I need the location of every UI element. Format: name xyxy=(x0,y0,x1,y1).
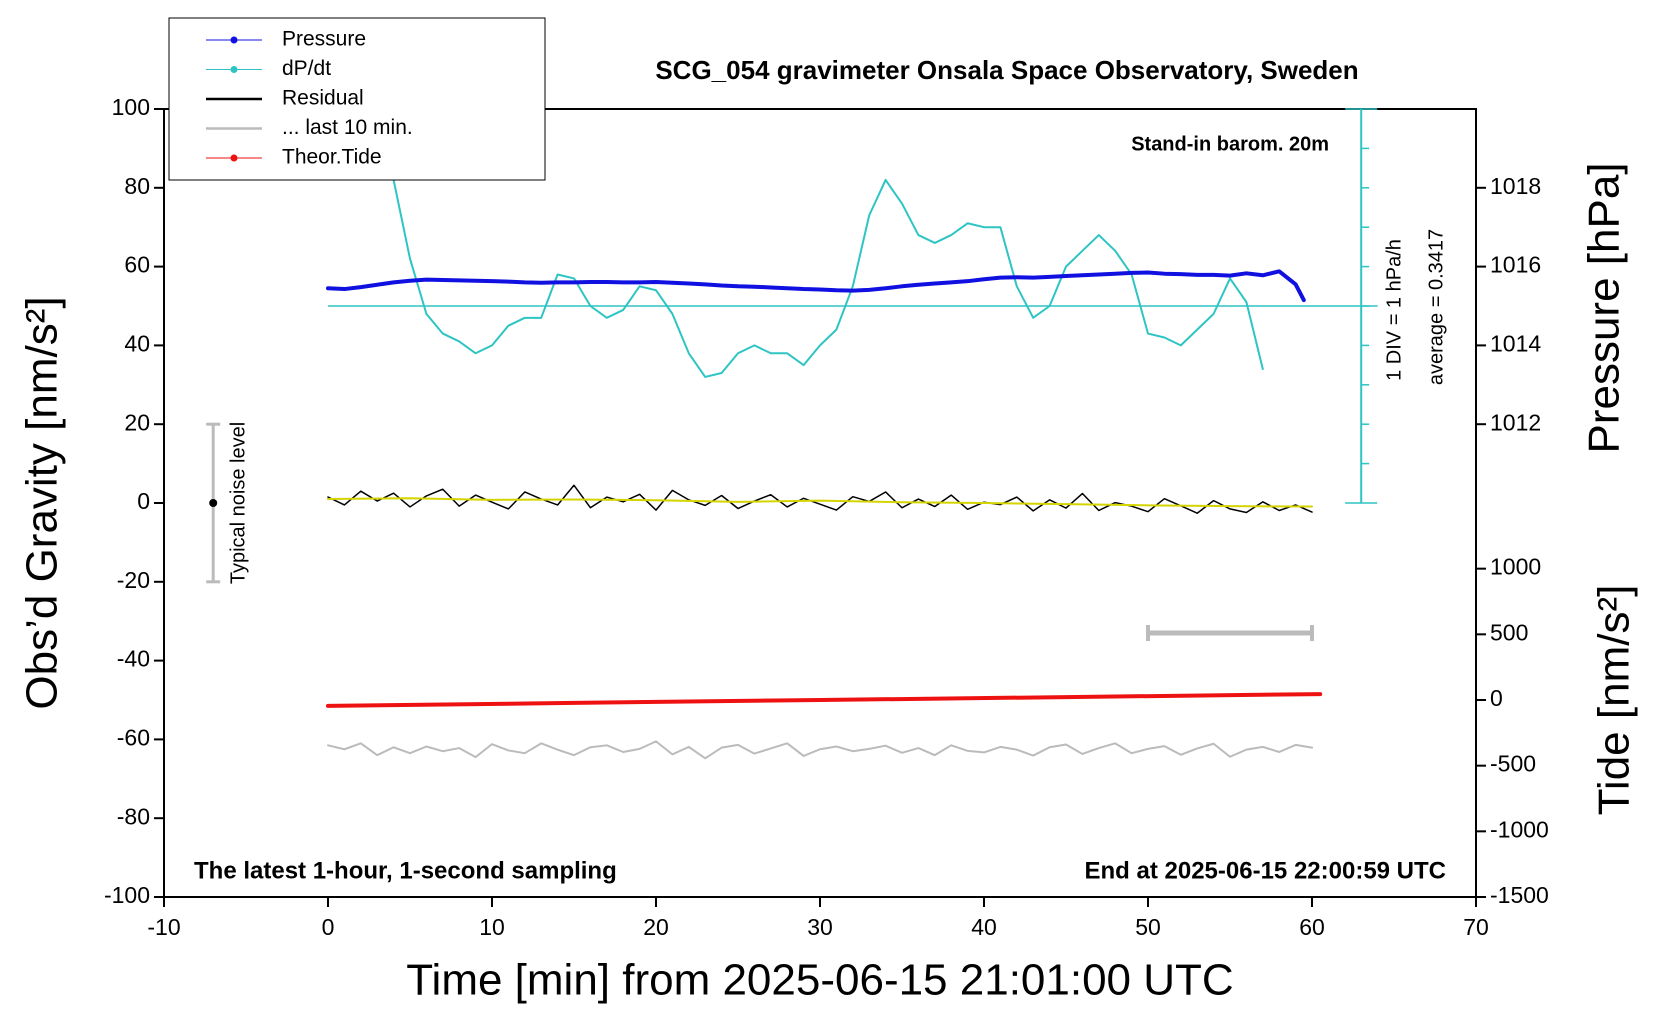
y-tick-label: -20 xyxy=(117,567,150,593)
legend-marker xyxy=(230,36,238,44)
end-note: End at 2025-06-15 22:00:59 UTC xyxy=(1085,857,1447,884)
y-tick-label: 0 xyxy=(137,488,150,514)
y-tick-label: -60 xyxy=(117,724,150,750)
plot-area xyxy=(326,109,1323,760)
series-line xyxy=(327,740,1313,760)
legend-label: Theor.Tide xyxy=(282,146,382,169)
x-tick-label: 10 xyxy=(479,914,505,940)
x-tick-label: -10 xyxy=(147,914,180,940)
x-tick-label: 70 xyxy=(1463,914,1489,940)
y-tick-label: 40 xyxy=(124,330,150,356)
x-tick-label: 50 xyxy=(1135,914,1161,940)
y3-tick-label: 0 xyxy=(1490,685,1503,711)
y3-tick-label: -1500 xyxy=(1490,882,1549,908)
y-tick-label: 20 xyxy=(124,409,150,435)
y2-axis-label: Pressure [hPa] xyxy=(1580,162,1629,453)
y2-tick-label: 1018 xyxy=(1490,173,1541,199)
y-tick-label: -80 xyxy=(117,803,150,829)
legend-label: Pressure xyxy=(282,28,366,51)
y3-tick-label: -1000 xyxy=(1490,816,1549,842)
y-tick-label: -40 xyxy=(117,646,150,672)
y3-tick-label: 500 xyxy=(1490,619,1528,645)
y2-tick-label: 1012 xyxy=(1490,409,1541,435)
chart-title: SCG_054 gravimeter Onsala Space Observat… xyxy=(655,55,1358,85)
noise-center xyxy=(209,499,218,507)
y3-axis-label: Tide [nm/s²] xyxy=(1590,585,1639,816)
legend-label: dP/dt xyxy=(282,57,331,80)
y-axis-label: Obs’d Gravity [nm/s²] xyxy=(18,296,67,709)
barometer-note: Stand-in barom. 20m xyxy=(1131,133,1329,155)
division-note: 1 DIV = 1 hPa/h xyxy=(1383,239,1405,381)
series-line xyxy=(326,269,1306,303)
x-tick-label: 30 xyxy=(807,914,833,940)
y-tick-label: 100 xyxy=(112,94,150,120)
y2-tick-label: 1014 xyxy=(1490,330,1541,356)
x-tick-label: 40 xyxy=(971,914,997,940)
legend-label: Residual xyxy=(282,87,364,110)
series-line xyxy=(327,497,1313,508)
x-tick-label: 0 xyxy=(322,914,335,940)
legend-marker xyxy=(230,154,238,162)
y3-tick-label: 1000 xyxy=(1490,554,1541,580)
y-tick-label: -100 xyxy=(104,882,150,908)
y-tick-label: 80 xyxy=(124,173,150,199)
y-tick-label: 60 xyxy=(124,252,150,278)
legend-label: ... last 10 min. xyxy=(282,116,413,139)
x-axis-label: Time [min] from 2025-06-15 21:01:00 UTC xyxy=(406,956,1233,1005)
legend-marker xyxy=(230,66,238,73)
average-note: average = 0.3417 xyxy=(1425,229,1447,385)
series-line xyxy=(327,484,1313,514)
series-line xyxy=(326,692,1323,708)
window-note: The latest 1-hour, 1-second sampling xyxy=(194,857,617,884)
x-tick-label: 20 xyxy=(643,914,669,940)
y2-tick-label: 1016 xyxy=(1490,252,1541,278)
series-line xyxy=(376,109,1264,378)
noise-note: Typical noise level xyxy=(227,422,249,584)
x-tick-label: 60 xyxy=(1299,914,1325,940)
y3-tick-label: -500 xyxy=(1490,751,1536,777)
